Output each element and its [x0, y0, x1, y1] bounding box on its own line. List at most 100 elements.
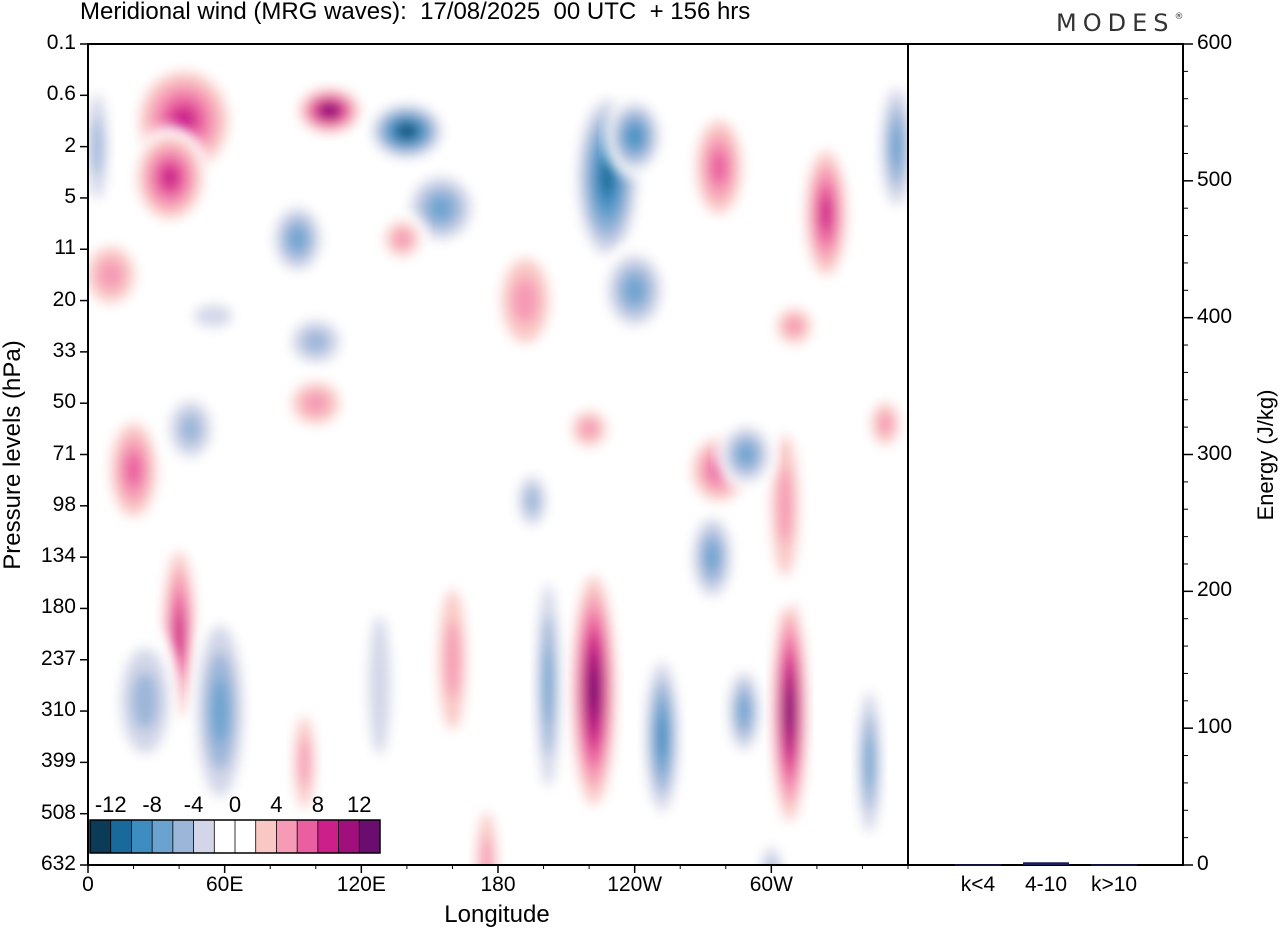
colorbar-swatch [338, 820, 360, 853]
wind-feature [490, 238, 561, 363]
y-tick-label: 237 [40, 646, 76, 670]
wind-feature [865, 392, 906, 455]
wind-feature [359, 557, 400, 814]
wind-feature [876, 69, 908, 224]
contour-level [302, 391, 329, 415]
wind-feature [190, 598, 251, 824]
wind-feature [568, 557, 619, 824]
wind-contour-field [88, 59, 908, 865]
contour-level [579, 419, 599, 439]
colorbar-label: 0 [229, 792, 241, 817]
energy-bar [1023, 862, 1069, 865]
wind-feature [294, 85, 365, 137]
wind-feature [769, 582, 810, 840]
y-tick-label: 2 [64, 133, 76, 157]
wind-feature [564, 403, 615, 455]
x-tick-label: 0 [82, 873, 94, 896]
contour-level [890, 124, 903, 169]
contour-level [761, 847, 781, 865]
contour-level [589, 668, 598, 713]
contour-level [877, 412, 893, 436]
contour-level [737, 444, 755, 465]
wind-feature [88, 69, 113, 224]
contour-level [91, 117, 103, 176]
wind-feature [723, 659, 765, 763]
contour-level [179, 413, 202, 445]
contour-level [392, 229, 412, 249]
colorbar-swatch [172, 820, 195, 853]
y-tick-label: 50 [52, 390, 76, 414]
wind-feature [533, 551, 564, 819]
colorbar-label: -8 [142, 792, 162, 817]
colorbar-swatch [131, 820, 153, 853]
colorbar-swatch [152, 820, 174, 853]
energy-category-label: k>10 [1090, 873, 1138, 896]
contour-level [704, 542, 720, 572]
y-tick-label: 5 [64, 184, 76, 208]
contour-level [444, 621, 460, 699]
x-tick-label: 120W [607, 873, 663, 896]
energy-bar [1091, 864, 1137, 866]
energy-tick-label: 100 [1197, 715, 1233, 739]
brand-text: MODES [1056, 9, 1175, 37]
contour-level [288, 227, 307, 251]
y-tick-label: 98 [52, 492, 76, 516]
chart-title: Meridional wind (MRG waves): 17/08/2025 … [80, 0, 751, 25]
wind-feature [512, 464, 553, 537]
contour-level [97, 259, 124, 291]
contour-level [298, 737, 311, 788]
energy-category-label: 4-10 [1024, 873, 1068, 896]
x-tick-label: 60E [205, 873, 244, 896]
energy-frame [907, 43, 1184, 866]
y-tick-label: 0.1 [46, 31, 76, 54]
contour-level [777, 467, 793, 545]
y-tick-label: 508 [40, 800, 76, 824]
colorbar-label: -12 [95, 792, 127, 817]
contour-level [302, 330, 329, 354]
energy-tick-label: 400 [1197, 304, 1233, 328]
y-tick-label: 399 [40, 749, 76, 773]
y-tick-label: 0.6 [46, 82, 76, 106]
wind-feature [103, 408, 164, 532]
contour-level [368, 615, 391, 756]
contour-level [627, 126, 642, 146]
y-axis-label: Pressure levels (hPa) [0, 340, 26, 570]
energy-bar-chart [907, 43, 1193, 866]
brand-logo: MODES® [1056, 9, 1183, 37]
energy-tick-label: 300 [1197, 441, 1233, 465]
wind-feature [366, 100, 447, 163]
wind-feature [764, 403, 806, 609]
energy-tick-label: 200 [1197, 578, 1233, 602]
y-tick-label: 11 [54, 236, 76, 260]
y-tick-label: 33 [52, 338, 76, 362]
colorbar-swatch [359, 820, 381, 853]
contour-level [429, 196, 453, 220]
contour-level [400, 126, 414, 137]
contour-level [710, 149, 728, 185]
contour-level [657, 715, 667, 759]
x-tick-label: 180 [480, 873, 516, 896]
energy-bar [955, 864, 1001, 866]
colorbar: -12 -8 -4 0 4 8 12 [89, 792, 381, 854]
wind-feature [769, 300, 820, 352]
colorbar-swatch [297, 820, 319, 853]
contour-level [512, 277, 539, 324]
colorbar-label: 4 [270, 792, 282, 817]
contour-level [784, 316, 804, 336]
wind-feature [756, 834, 786, 865]
wind-feature [687, 505, 738, 609]
contour-level [786, 689, 793, 733]
contour-level [624, 277, 645, 304]
wind-feature [854, 670, 885, 855]
contour-level [124, 452, 143, 488]
contour-level [524, 487, 540, 515]
colorbar-swatch [193, 820, 215, 853]
y-tick-label: 180 [40, 595, 76, 619]
colorbar-label: 8 [312, 792, 324, 817]
wind-feature [129, 126, 211, 229]
contour-level [194, 304, 233, 328]
contour-level [543, 647, 553, 724]
wind-feature [688, 105, 750, 229]
y-tick-label: 20 [52, 287, 76, 311]
